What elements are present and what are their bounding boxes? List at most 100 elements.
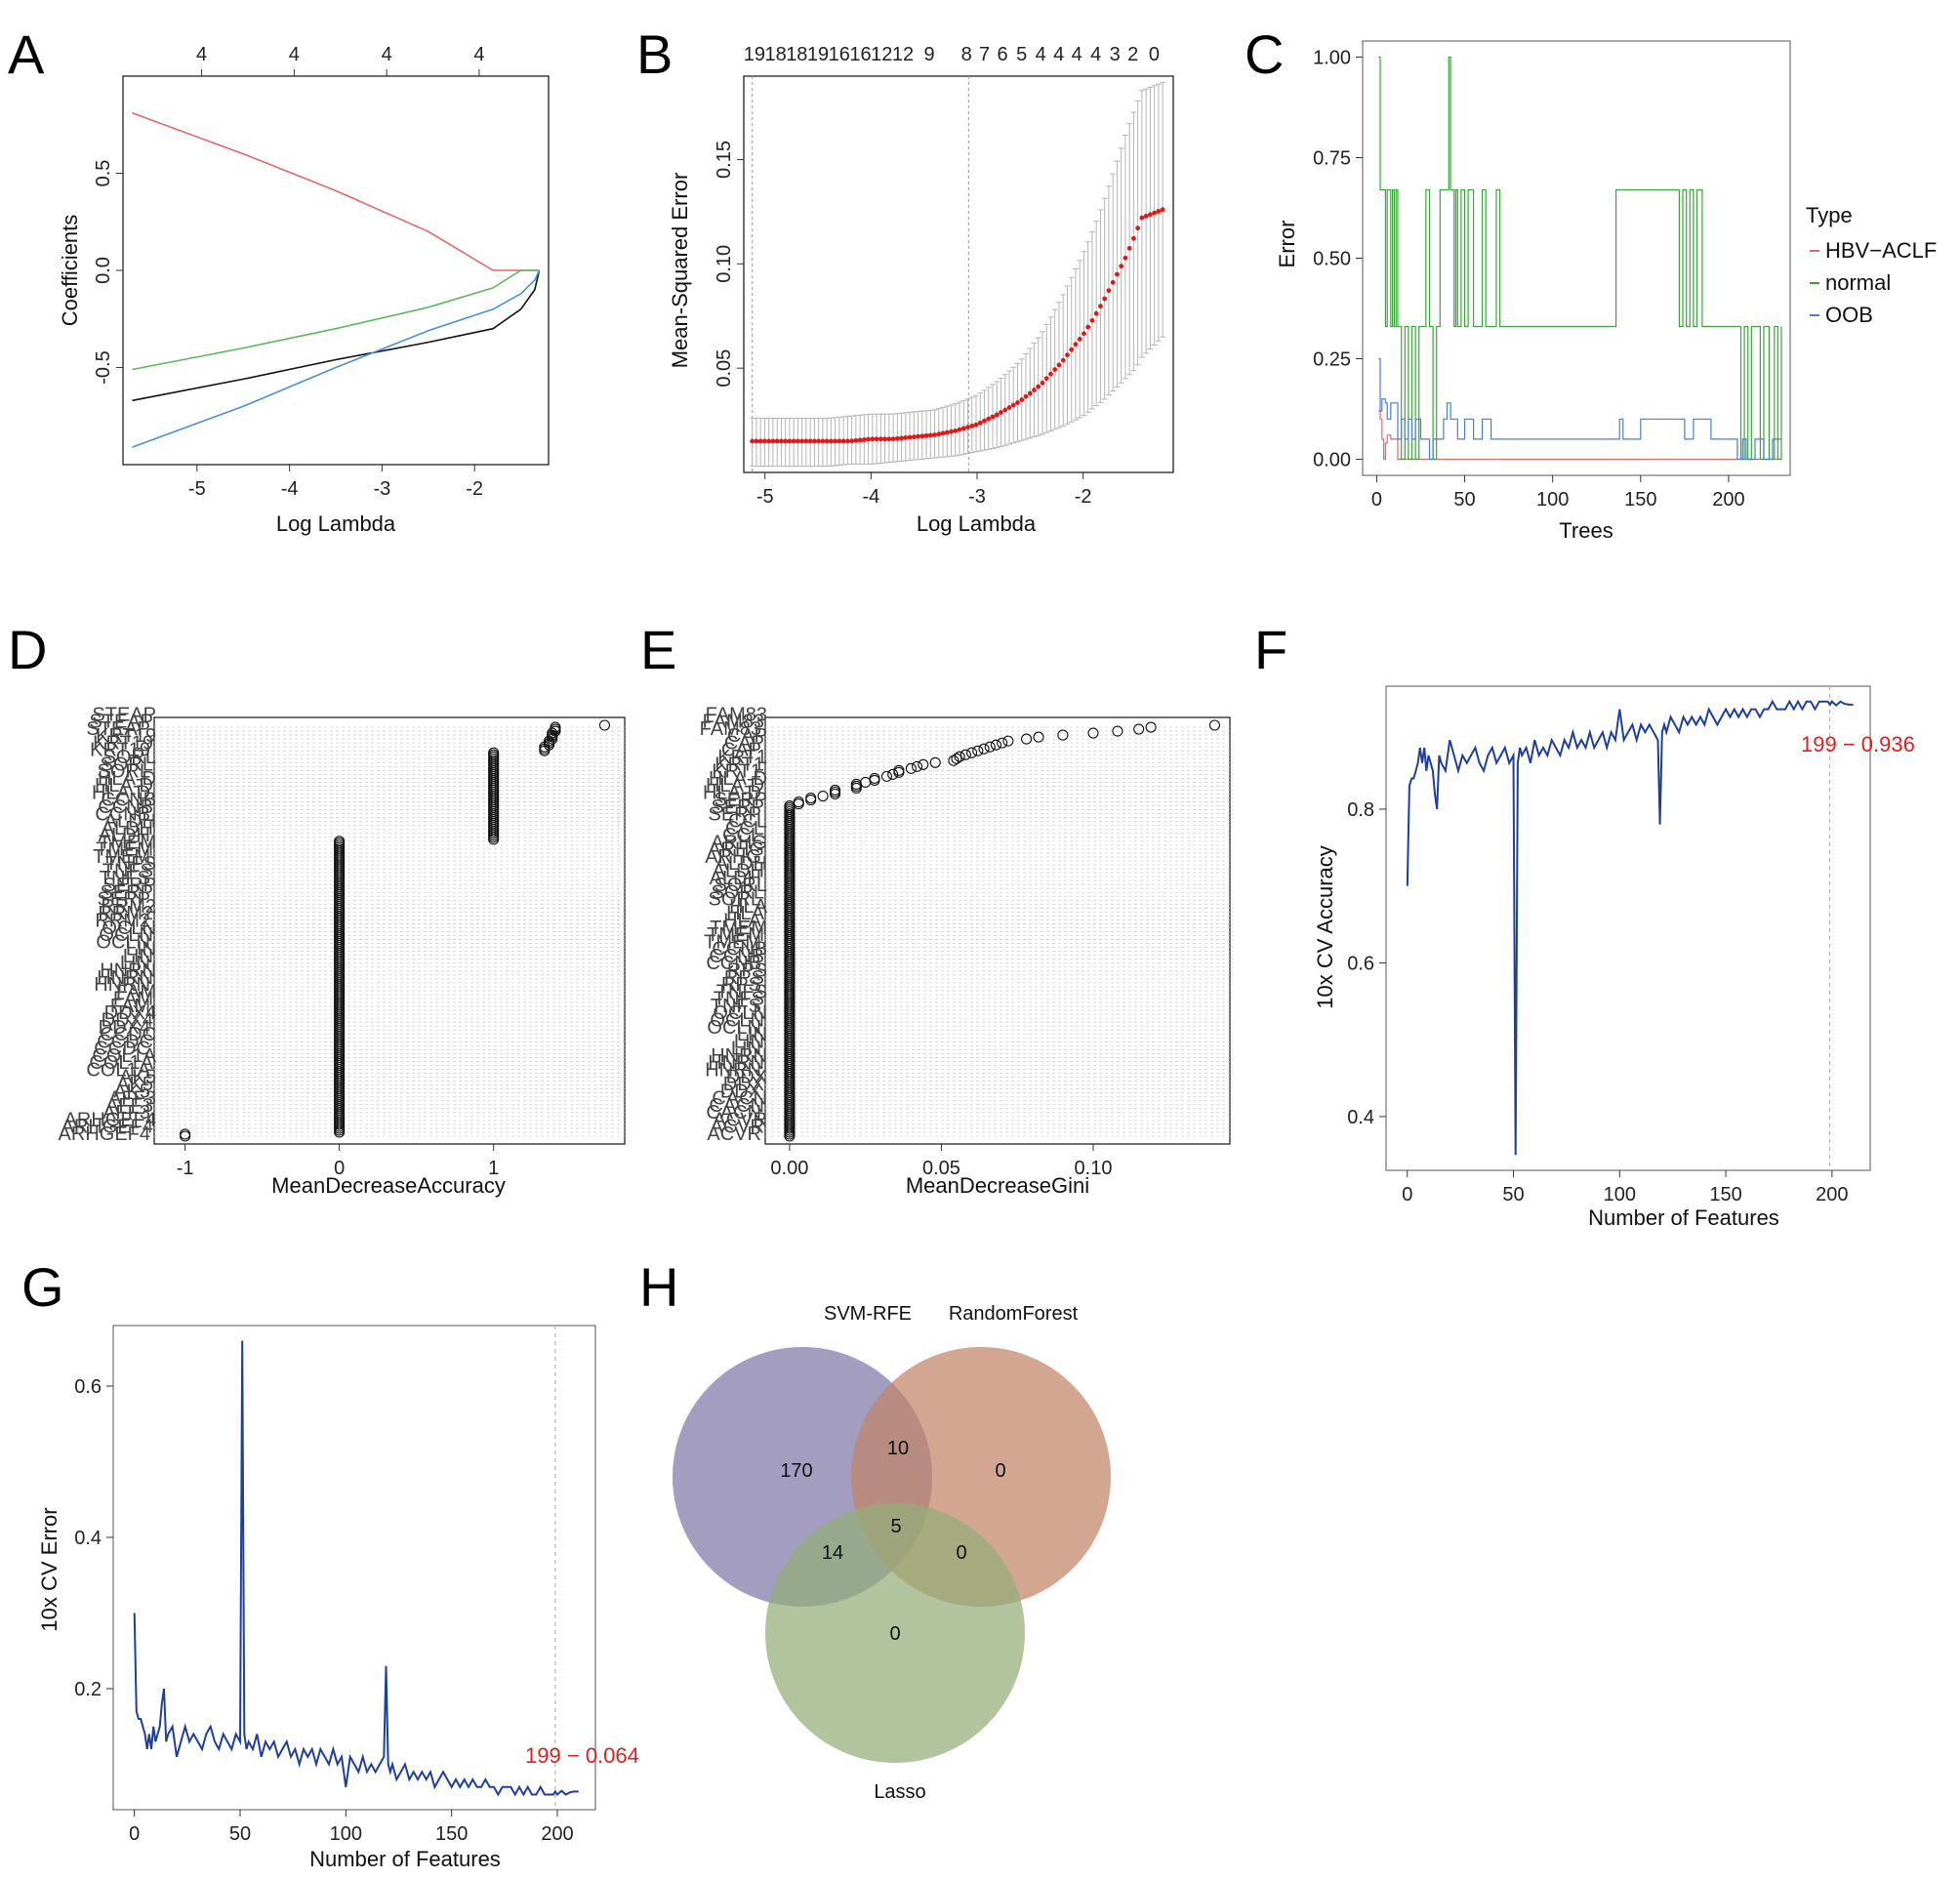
- panel-d-feature-label: SERP: [103, 875, 156, 896]
- panel-c-x-tick-label: 150: [1624, 489, 1656, 511]
- panel-d-feature-label: COL1A: [86, 1059, 150, 1081]
- panel-b-mse-point: [840, 438, 846, 444]
- panel-b-mse-point: [791, 438, 796, 444]
- panel-b-top-tick-label: 3: [1110, 44, 1121, 65]
- panel-c-error-line-hbv-aclf: [1378, 410, 1781, 461]
- panel-c-x-axis-label: Trees: [1559, 518, 1613, 543]
- panel-d-feature-label: TNFS: [105, 853, 156, 875]
- panel-c-legend-title: Type: [1806, 203, 1853, 227]
- panel-d-feature-label: AFF3: [105, 1095, 153, 1117]
- panel-d-feature-label: DDX4: [102, 1009, 153, 1031]
- panel-e-feature-label: SORL: [712, 881, 764, 903]
- panel-b-y-axis-label: Mean-Squared Error: [668, 173, 692, 369]
- panel-b-mse-point: [1085, 324, 1091, 330]
- panel-b-mse-point: [923, 432, 929, 438]
- venn-set-label-lasso: Lasso: [874, 1781, 925, 1803]
- panel-a-top-tick-label: 4: [382, 44, 392, 65]
- panel-e-feature-label: LIN: [734, 1031, 764, 1052]
- panel-b-top-tick-label: 2: [1127, 44, 1138, 65]
- panel-e-feature-label: FAM83: [703, 712, 764, 733]
- panel-d-feature-label: HLA-D: [92, 782, 150, 803]
- panel-b-mse-point: [1069, 347, 1075, 352]
- panel-d-feature-label: RRM2: [98, 903, 153, 924]
- panel-d-importance-point: [550, 721, 561, 733]
- panel-b-mse-point: [1093, 310, 1099, 316]
- panel-c-y-tick-label: 0.75: [1313, 147, 1351, 169]
- panel-b-mse-point: [977, 420, 983, 426]
- panel-d-feature-label: COL1A: [92, 1045, 156, 1067]
- panel-e-feature-label: KRT1: [712, 761, 761, 783]
- panel-e-importance-point: [1087, 727, 1099, 739]
- panel-a-y-tick-label: -0.5: [93, 350, 114, 384]
- panel-e-x-tick-label: 0.00: [770, 1158, 808, 1179]
- panel-b-mse-point: [973, 422, 979, 428]
- venn-count-svm-rf: 10: [887, 1438, 909, 1459]
- panel-b-mse-point: [969, 423, 975, 429]
- panel-b-mse-point: [1160, 207, 1165, 213]
- panel-c-error-line-normal: [1378, 56, 1782, 461]
- panel-e-x-ticks: 0.00 0.05 0.10: [770, 1144, 1112, 1179]
- panel-g-x-axis-label: Number of Features: [309, 1847, 501, 1871]
- panel-b-mse-point: [824, 438, 830, 444]
- panel-d-importance-point: [334, 836, 346, 847]
- panel-e-feature-label: CACN: [706, 1102, 761, 1123]
- panel-f-y-axis-label: 10x CV Accuracy: [1313, 845, 1337, 1009]
- panel-e-grid: [765, 726, 1230, 1137]
- panel-c-error-line-oob: [1378, 357, 1781, 461]
- panel-d-feature-label: AK5: [116, 1074, 153, 1095]
- panel-b-top-tick-label: 4: [1036, 44, 1046, 65]
- panel-b-mse-point: [799, 438, 805, 444]
- panel-d-feature-label: LIN: [120, 953, 150, 974]
- panel-e-importance-point: [1145, 721, 1157, 733]
- panel-b-mse-point: [1156, 209, 1162, 214]
- panel-b-top-tick-label: 7: [979, 44, 990, 65]
- panel-e-feature-label: ALDH: [713, 861, 764, 882]
- panel-b-y-tick-label: 0.05: [714, 349, 735, 388]
- panel-d-feature-label: KRT19: [90, 740, 150, 761]
- panel-e-feature-label: TMEM: [710, 918, 767, 939]
- panel-b-mse-point: [1019, 397, 1025, 402]
- panel-e-importance-point: [1033, 731, 1044, 743]
- panel-b-points: [749, 81, 1166, 468]
- panel-b-mse-point: [861, 437, 867, 442]
- panel-c-x-tick-label: 50: [1453, 489, 1475, 511]
- panel-d-label: D: [8, 619, 47, 680]
- panel-d-feature-label: CCNB: [95, 803, 150, 825]
- panel-g-x-tick-label: 50: [229, 1823, 251, 1845]
- panel-f-cv-curve: [1406, 699, 1854, 1156]
- panel-b-mse-point: [1048, 371, 1053, 377]
- panel-a-x-tick-label: -3: [373, 478, 390, 500]
- panel-d-feature-label: SORL: [98, 761, 150, 783]
- panel-f-annotation: 199 − 0.936: [1801, 732, 1915, 756]
- panel-e-feature-label: CCNB: [709, 946, 764, 967]
- panel-e-feature-label: TMEM: [707, 924, 764, 946]
- panel-d-feature-label: ALDH: [104, 811, 156, 833]
- panel-b-x-tick-label: -2: [1075, 486, 1092, 508]
- panel-d-feature-labels: ARHGEF4AFF3AK5COL1ACCDCDDX4FAMHNRNLINOCL…: [59, 704, 157, 1145]
- panel-d-importance-point: [488, 747, 500, 758]
- panel-e-feature-label: HLA: [729, 896, 768, 918]
- panel-b-mse-point: [844, 438, 850, 444]
- panel-e-importance-point: [990, 739, 1001, 751]
- panel-d-feature-label: ARHGEF4: [61, 1117, 153, 1138]
- panel-e-feature-label: ACVR: [710, 1117, 764, 1138]
- panel-b-mse-point: [1010, 402, 1016, 408]
- panel-e-feature-label: DDX: [720, 1081, 761, 1102]
- panel-f-y-tick-label: 0.8: [1347, 799, 1374, 821]
- panel-b-mse-point: [1043, 376, 1049, 382]
- panel-e-x-tick-label: 0.10: [1075, 1158, 1113, 1179]
- panel-b-mse-point: [833, 438, 838, 444]
- panel-e-feature-label: TNFS: [714, 989, 764, 1010]
- panel-c: C 0 50 100 150 200 0.00 0.25 0.50 0.75 1.00 Tree…: [1245, 23, 1937, 543]
- panel-d-importance-point: [598, 719, 611, 731]
- panel-d-feature-label: TMEM: [93, 846, 150, 868]
- panel-b-mse-point: [1082, 331, 1086, 337]
- panel-b-mse-point: [1123, 255, 1128, 261]
- panel-d-feature-label: LIN: [126, 939, 156, 960]
- panel-d-feature-label: HNRN: [94, 974, 150, 996]
- panel-b-mse-point: [837, 438, 842, 444]
- panel-d-feature-label: FAM: [113, 989, 153, 1010]
- panel-e-feature-label: ARHG: [708, 839, 764, 861]
- panel-d-feature-label: SORL: [103, 747, 156, 768]
